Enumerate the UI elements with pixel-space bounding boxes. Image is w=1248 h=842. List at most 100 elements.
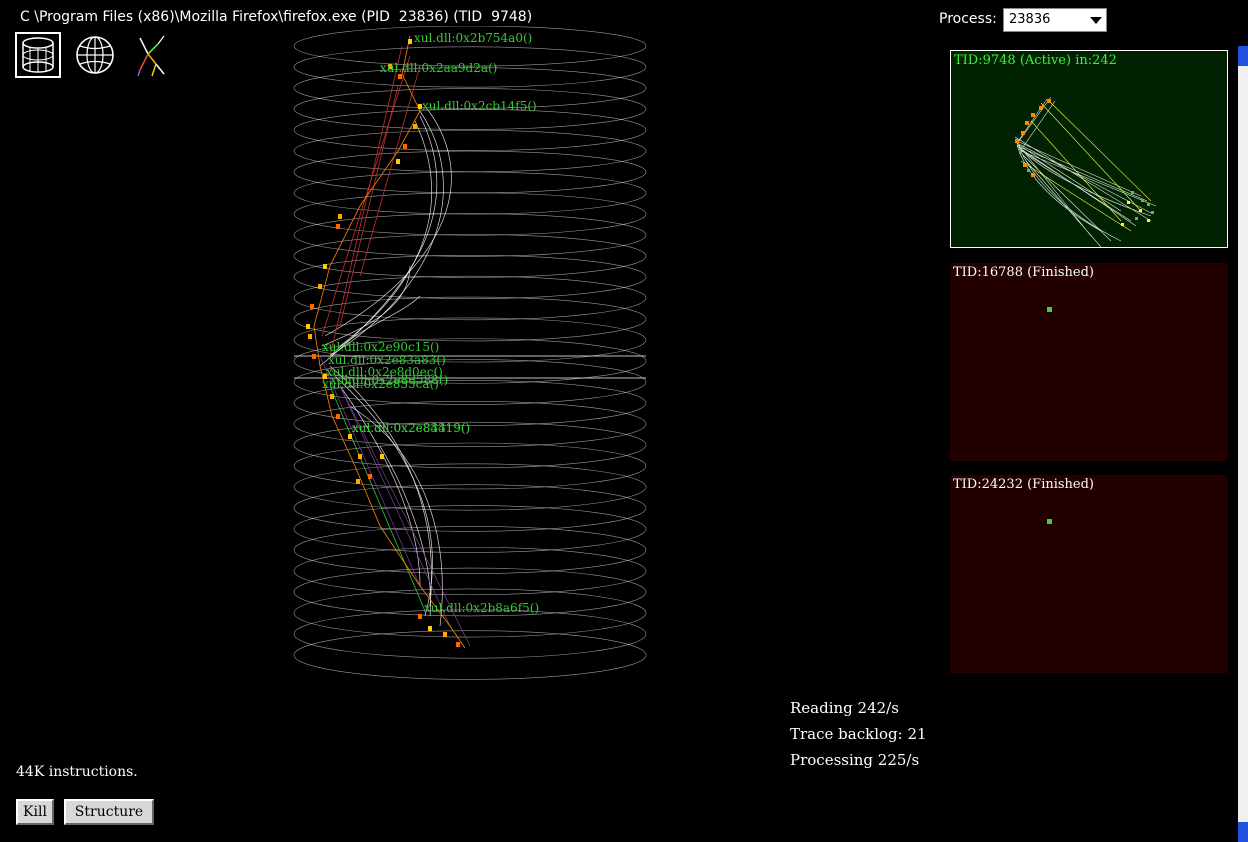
call-arc [324, 105, 452, 337]
call-link [329, 385, 426, 612]
thread-trace-graph [1014, 96, 1157, 247]
function-label: xul.dll:0x2aa9d2a() [380, 61, 497, 75]
thread-panel-finished[interactable]: TID:16788 (Finished) [950, 263, 1228, 461]
trace-node [336, 414, 340, 419]
trace-node [408, 39, 412, 44]
trace-node [418, 614, 422, 619]
call-arc [329, 110, 444, 357]
thread-panel-active[interactable]: TID:9748 (Active) in:242 [950, 50, 1228, 248]
process-select[interactable]: 23836 [1003, 8, 1107, 32]
call-arc [339, 385, 421, 587]
call-arc [319, 115, 438, 367]
cylinder-ring [293, 26, 647, 67]
trace-node [418, 104, 422, 109]
function-label: xul.dll:0x2e8d0ec() [326, 365, 443, 379]
call-arc [321, 265, 411, 347]
processing-rate: Processing 225/s [790, 751, 920, 769]
cylinder-ring [293, 171, 647, 215]
cylinder-ring [293, 46, 647, 88]
function-label: xul.dll:0x2e83a83() [328, 353, 446, 367]
function-label: xul.dll:0x2e835ca() [322, 377, 439, 391]
trace-node [312, 354, 316, 359]
thread-node-marker [1047, 307, 1052, 312]
process-label: Process: [939, 11, 997, 27]
trace-node [308, 334, 312, 339]
vertical-scrollbar[interactable] [1238, 46, 1248, 842]
call-arc [339, 120, 432, 347]
trace-node [398, 74, 402, 79]
chevron-down-icon[interactable] [1090, 17, 1102, 24]
call-arc [334, 375, 433, 617]
trace-node [338, 214, 342, 219]
cylinder-ring [293, 484, 647, 532]
kill-button[interactable]: Kill [16, 799, 54, 825]
call-link [321, 55, 411, 337]
trace-node [348, 434, 352, 439]
cylinder-ring [293, 505, 647, 553]
trace-node [358, 454, 362, 459]
thread-panel-label: TID:9748 (Active) in:242 [954, 53, 1117, 68]
trace-node [380, 454, 384, 459]
cylinder-ring [293, 588, 647, 638]
cylinder-ring [293, 275, 647, 321]
cylinder-ring [293, 67, 647, 109]
trace-node [428, 626, 432, 631]
cylinder-ring [293, 400, 647, 447]
cylinder-ring [293, 546, 647, 596]
sphere-view-icon[interactable] [72, 32, 118, 78]
cylinder-ring [293, 421, 647, 469]
trace-node [368, 474, 372, 479]
function-label: xul.dll:0x2cb14f5() [422, 99, 537, 113]
window-title: C \Program Files (x86)\Mozilla Firefox\f… [20, 9, 533, 25]
trace-node [456, 642, 460, 647]
trace-node [330, 394, 334, 399]
cylinder-ring [293, 255, 647, 299]
function-label: xul.dll:0x2e90c15() [322, 340, 439, 354]
call-link [339, 385, 451, 627]
trace-node [318, 284, 322, 289]
cylinder-ring [293, 359, 647, 405]
call-arc [329, 295, 421, 357]
call-link [319, 355, 421, 587]
call-trace-visualization[interactable]: xul.dll:0x2b754a0() xul.dll:0x2aa9d2a() xu… [270, 26, 670, 686]
function-label: xul.dll:0x2b8a6f5() [424, 601, 539, 615]
trace-backlog: Trace backlog: 21 [790, 725, 927, 743]
trace-spine [313, 35, 466, 649]
cylinder-ring [293, 463, 647, 511]
trace-node [396, 159, 400, 164]
function-label: xul.dll:0x2e83319() [352, 421, 470, 435]
structure-button[interactable]: Structure [64, 799, 154, 825]
trace-node [356, 479, 360, 484]
reading-rate: Reading 242/s [790, 699, 899, 717]
scroll-up-button[interactable] [1238, 46, 1248, 66]
instruction-count: 44K instructions. [16, 764, 138, 780]
cylinder-ring [293, 317, 647, 363]
cylinder-ring [293, 526, 647, 574]
cylinder-ring [293, 380, 647, 426]
call-link [359, 65, 421, 277]
call-link [329, 365, 471, 647]
call-arc [349, 405, 443, 627]
cylinder-ring [293, 213, 647, 257]
cylinder-ring [293, 630, 647, 680]
function-label: xul.dll:0x2e8d588() [330, 373, 448, 387]
cylinder-ring [293, 567, 647, 617]
thread-panel-label: TID:16788 (Finished) [953, 265, 1095, 280]
call-arc [379, 445, 431, 617]
scroll-down-button[interactable] [1238, 822, 1248, 842]
cylinder-view-icon[interactable] [15, 32, 61, 78]
cylinder-ring [293, 338, 647, 384]
trace-node [413, 124, 417, 129]
trace-node [336, 224, 340, 229]
function-label: xul.dll:0x2b754a0() [414, 31, 532, 45]
thread-panel-label: TID:24232 (Finished) [953, 477, 1095, 492]
trace-node [323, 374, 327, 379]
cylinder-ring [293, 609, 647, 659]
cylinder-ring [293, 296, 647, 342]
trace-node [310, 304, 314, 309]
cylinder-ring [293, 192, 647, 236]
cylinder-ring [293, 234, 647, 278]
thread-panel-finished[interactable]: TID:24232 (Finished) [950, 475, 1228, 673]
trace-node [388, 64, 392, 69]
tree-view-icon[interactable] [130, 32, 176, 78]
